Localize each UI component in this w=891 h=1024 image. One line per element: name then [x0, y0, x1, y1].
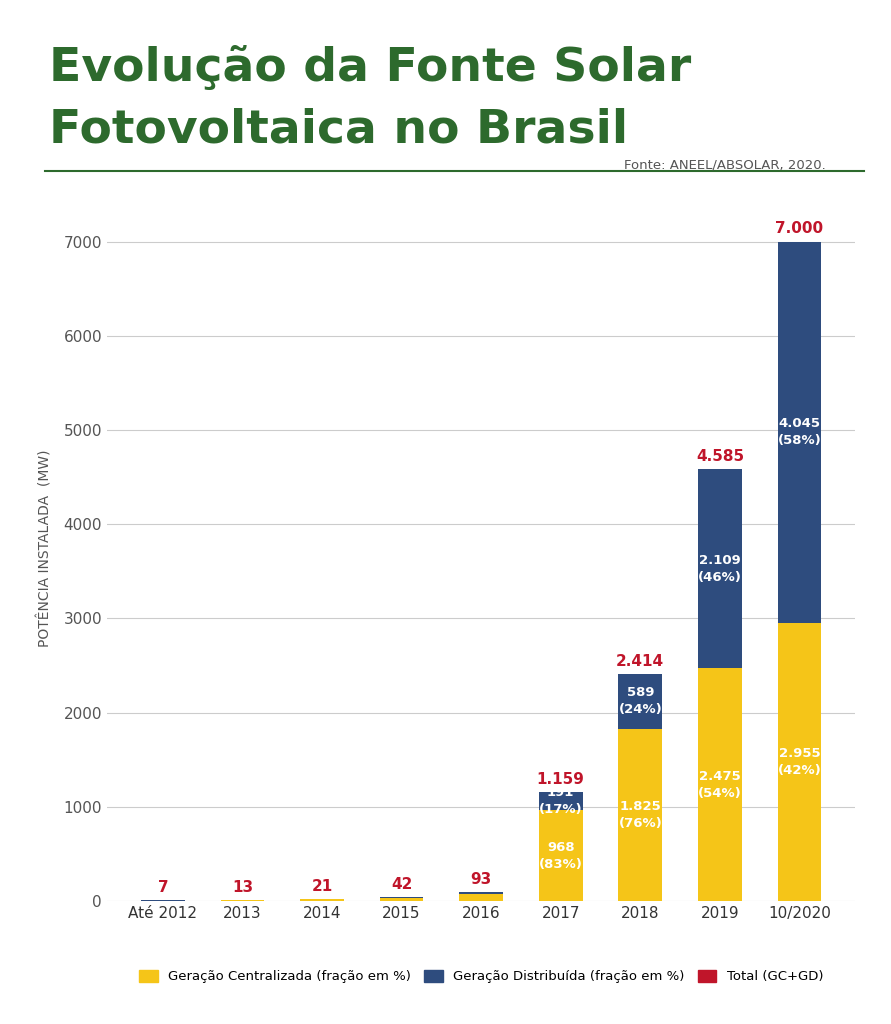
- Text: 93: 93: [470, 872, 492, 887]
- Text: 13: 13: [232, 880, 253, 895]
- Text: 7.000: 7.000: [775, 221, 823, 237]
- Text: 42: 42: [391, 877, 413, 892]
- Bar: [539, 792, 583, 810]
- Text: Fotovoltaica no Brasil: Fotovoltaica no Brasil: [49, 108, 628, 153]
- Text: 1.825
(76%): 1.825 (76%): [618, 800, 662, 830]
- Text: 2.109
(46%): 2.109 (46%): [698, 554, 742, 584]
- Bar: [778, 242, 822, 623]
- Bar: [618, 674, 662, 729]
- Text: 191
(17%): 191 (17%): [539, 786, 583, 816]
- Text: Evolução da Fonte Solar: Evolução da Fonte Solar: [49, 46, 691, 91]
- Text: Fonte: ANEEL/ABSOLAR, 2020.: Fonte: ANEEL/ABSOLAR, 2020.: [624, 159, 825, 172]
- Bar: [539, 810, 583, 901]
- Bar: [459, 894, 503, 901]
- Bar: [300, 899, 344, 901]
- Bar: [698, 668, 742, 901]
- Y-axis label: POTÊNCIA INSTALADA  (MW): POTÊNCIA INSTALADA (MW): [37, 450, 53, 646]
- Text: 21: 21: [311, 879, 332, 894]
- Text: 2.414: 2.414: [617, 653, 665, 669]
- Bar: [380, 898, 423, 901]
- Text: 1.159: 1.159: [536, 772, 584, 786]
- Text: 4.585: 4.585: [696, 449, 744, 464]
- Text: 7: 7: [158, 881, 168, 895]
- Bar: [778, 623, 822, 901]
- Text: 2.475
(54%): 2.475 (54%): [698, 770, 741, 800]
- Bar: [618, 729, 662, 901]
- Text: 589
(24%): 589 (24%): [618, 686, 662, 717]
- Text: 4.045
(58%): 4.045 (58%): [778, 417, 822, 447]
- Text: 2.955
(42%): 2.955 (42%): [778, 746, 822, 777]
- Bar: [459, 892, 503, 894]
- Text: 968
(83%): 968 (83%): [539, 841, 583, 870]
- Bar: [698, 469, 742, 668]
- Legend: Geração Centralizada (fração em %), Geração Distribuída (fração em %), Total (GC: Geração Centralizada (fração em %), Gera…: [133, 964, 830, 990]
- Bar: [220, 900, 265, 901]
